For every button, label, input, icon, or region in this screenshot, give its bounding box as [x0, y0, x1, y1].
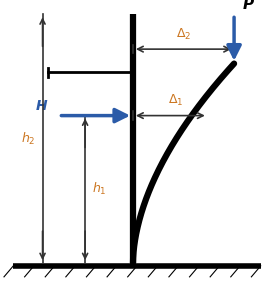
Text: $h_1$: $h_1$ [92, 181, 107, 197]
Text: $h_2$: $h_2$ [21, 131, 35, 147]
Text: $\bfit{H}$: $\bfit{H}$ [35, 99, 48, 113]
Text: $\bfit{P}$: $\bfit{P}$ [242, 0, 255, 12]
Text: $\Delta_2$: $\Delta_2$ [176, 27, 191, 42]
Text: $\Delta_1$: $\Delta_1$ [168, 93, 183, 108]
